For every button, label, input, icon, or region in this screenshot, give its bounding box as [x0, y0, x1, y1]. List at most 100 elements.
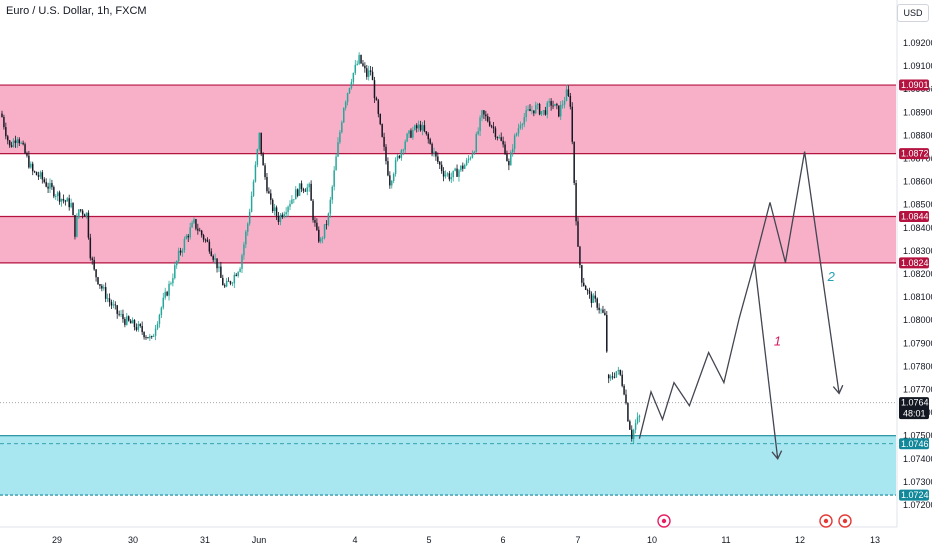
candle-body — [68, 198, 70, 208]
candle-body — [442, 171, 445, 177]
candle-body — [285, 212, 287, 215]
candle-body — [343, 108, 345, 123]
candle-body — [266, 177, 268, 192]
candle-body — [300, 183, 303, 190]
candle-body — [58, 192, 61, 202]
candle-body — [135, 327, 138, 330]
candle-body — [308, 183, 310, 188]
candle-body — [49, 183, 51, 189]
candle-body — [152, 335, 155, 337]
candle-body — [341, 122, 343, 133]
candle-body — [598, 307, 600, 310]
candle-body — [233, 274, 236, 284]
candle-body — [154, 328, 157, 336]
candle-body — [223, 285, 226, 287]
candle-body — [147, 337, 149, 339]
candle-body — [183, 239, 186, 251]
candle-body — [385, 146, 387, 162]
candle-body — [592, 295, 595, 303]
candle-body — [318, 229, 320, 242]
candle-body — [344, 101, 347, 109]
candle-body — [85, 212, 88, 217]
candle-body — [627, 403, 629, 422]
resistance-lower-bottom-tag — [899, 257, 929, 269]
candle-body — [87, 212, 90, 238]
candle-body — [293, 199, 295, 201]
candle-body — [76, 217, 78, 237]
candle-body — [30, 163, 32, 168]
candle-body — [617, 369, 620, 372]
candle-body — [5, 127, 7, 137]
candle-body — [400, 150, 403, 158]
candle-body — [542, 110, 545, 112]
candle-body — [475, 134, 477, 152]
candle-body — [43, 179, 45, 183]
candle-body — [175, 260, 178, 266]
candle-body — [8, 140, 11, 146]
candle-body — [262, 153, 264, 166]
candle-body — [177, 250, 180, 261]
candle-body — [433, 151, 435, 154]
candle-body — [346, 93, 349, 102]
wave-label-1: 1 — [774, 334, 781, 349]
support-bottom-tag — [899, 489, 929, 501]
candle-body — [619, 369, 621, 375]
candle-body — [392, 174, 395, 181]
y-tick-label: 1.08600 — [903, 177, 932, 187]
candle-body — [600, 309, 602, 311]
candle-body — [335, 156, 337, 171]
y-tick-label: 1.07300 — [903, 477, 932, 487]
y-tick-label: 1.08000 — [903, 315, 932, 325]
candle-body — [319, 238, 322, 242]
candle-body — [273, 207, 276, 211]
candle-body — [74, 215, 76, 237]
candle-body — [14, 140, 17, 143]
candle-body — [162, 297, 165, 308]
current-price-tag — [899, 397, 929, 420]
candle-body — [523, 117, 525, 125]
candle-body — [20, 142, 22, 144]
candle-body — [254, 164, 257, 182]
candle-body — [348, 87, 351, 94]
candle-body — [283, 214, 285, 218]
candle-body — [189, 227, 191, 238]
candle-body — [448, 173, 451, 180]
y-tick-label: 1.08800 — [903, 130, 932, 140]
candle-body — [477, 131, 479, 135]
candle-body — [404, 141, 406, 150]
x-tick-label: 30 — [128, 535, 138, 545]
candle-body — [540, 111, 543, 115]
candle-body — [97, 277, 99, 285]
candle-body — [306, 187, 309, 192]
candle-body — [302, 189, 305, 191]
candle-body — [490, 125, 493, 127]
candle-body — [47, 186, 49, 189]
candle-body — [172, 278, 174, 284]
candle-body — [93, 259, 95, 270]
support-mid-tag — [899, 438, 929, 450]
currency-button[interactable]: USD — [897, 4, 929, 22]
candle-body — [310, 183, 312, 201]
candle-body — [245, 231, 247, 245]
candle-body — [373, 80, 376, 99]
candle-body — [577, 221, 579, 247]
candle-body — [415, 125, 418, 129]
candle-body — [354, 64, 357, 73]
candle-body — [199, 230, 201, 232]
candle-body — [241, 255, 243, 269]
candle-body — [248, 211, 251, 224]
candle-body — [206, 239, 209, 242]
y-tick-label: 1.08300 — [903, 246, 932, 256]
candle-body — [89, 237, 92, 259]
candle-body — [18, 139, 21, 144]
symbol-title[interactable]: Euro / U.S. Dollar, 1h, FXCM — [6, 5, 147, 17]
candle-body — [22, 142, 24, 145]
candle-body — [609, 376, 612, 379]
candle-body — [369, 70, 372, 72]
resistance-upper-bottom-tag — [899, 148, 929, 160]
candle-body — [446, 173, 449, 175]
candle-body — [460, 165, 462, 171]
candle-body — [114, 304, 117, 306]
